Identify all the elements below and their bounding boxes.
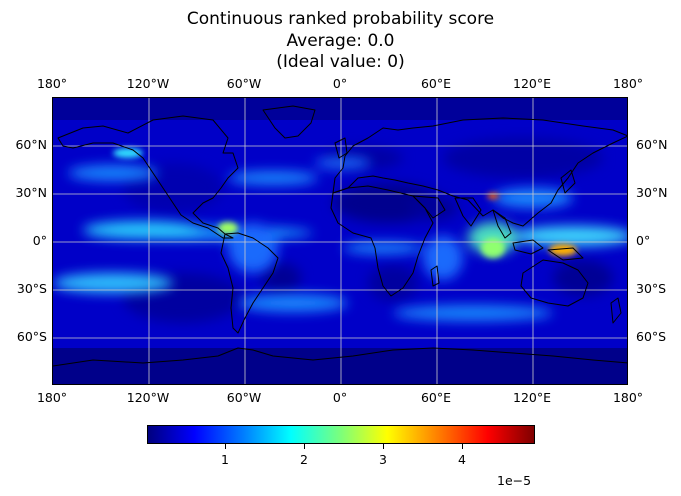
- europe-coast: [332, 117, 627, 227]
- india-coast: [454, 197, 482, 227]
- map-title: Continuous ranked probability score: [186, 9, 495, 29]
- colorbar-tick: [383, 444, 384, 449]
- dry-regions: [123, 138, 613, 323]
- australia-coast: [520, 259, 589, 307]
- greenland-coast: [262, 105, 316, 139]
- lat-label-left: 60°S: [16, 329, 47, 344]
- colorbar-tick: [304, 444, 305, 449]
- lon-label-top: 180°: [612, 76, 644, 91]
- map-subtitle-ideal: (Ideal value: 0): [276, 52, 405, 72]
- lon-label-top: 180°: [36, 76, 68, 91]
- new-zealand-coast: [610, 297, 622, 324]
- africa-coast: [330, 185, 434, 297]
- map-subtitle-average: Average: 0.0: [286, 31, 395, 51]
- southeast-asia-coast: [492, 209, 512, 239]
- lat-label-left: 60°N: [15, 137, 47, 152]
- arabia-coast: [412, 195, 446, 219]
- hotspots: [113, 148, 577, 258]
- colorbar-tick-label: 1: [221, 452, 229, 467]
- colorbar-tick: [462, 444, 463, 449]
- antarctic-low-region: [53, 348, 627, 384]
- new-guinea-coast: [547, 247, 584, 261]
- north-america-coast: [57, 115, 239, 239]
- madagascar-coast: [430, 265, 440, 287]
- lat-label-right: 0°: [636, 233, 651, 248]
- colorbar-tick-label: 4: [458, 452, 466, 467]
- lon-label-top: 120°E: [512, 76, 552, 91]
- south-america-coast: [220, 232, 279, 334]
- lon-label-top: 120°W: [126, 76, 170, 91]
- colorbar-tick-label: 3: [379, 452, 387, 467]
- colorbar-tick: [225, 444, 226, 449]
- maritime-continent-coast: [512, 239, 544, 255]
- lon-label-bottom: 0°: [332, 390, 348, 405]
- antarctica-coast: [53, 347, 627, 367]
- colorbar-exponent-label: 1e−5: [497, 473, 532, 488]
- lon-label-bottom: 60°E: [420, 390, 452, 405]
- lat-label-left: 30°S: [16, 281, 47, 296]
- lat-label-left: 30°N: [15, 185, 47, 200]
- lon-label-bottom: 120°E: [512, 390, 552, 405]
- lat-label-right: 30°S: [636, 281, 667, 296]
- colorbar: [147, 425, 535, 444]
- lon-label-top: 0°: [332, 76, 348, 91]
- crps-map: [52, 97, 628, 385]
- lat-label-left: 0°: [32, 233, 47, 248]
- coastlines: [53, 105, 627, 367]
- lon-label-top: 60°W: [226, 76, 262, 91]
- lon-label-bottom: 180°: [36, 390, 68, 405]
- crps-map-svg: [53, 98, 627, 384]
- lon-label-bottom: 60°W: [226, 390, 262, 405]
- japan-coast: [560, 169, 576, 194]
- lat-label-right: 60°S: [636, 329, 667, 344]
- lat-label-right: 60°N: [636, 137, 668, 152]
- graticule: [53, 98, 627, 384]
- lat-label-right: 30°N: [636, 185, 668, 200]
- colorbar-tick-label: 2: [300, 452, 308, 467]
- lon-label-top: 60°E: [420, 76, 452, 91]
- arctic-low-region: [53, 98, 627, 120]
- lon-label-bottom: 120°W: [126, 390, 170, 405]
- uk-coast: [334, 137, 348, 159]
- lon-label-bottom: 180°: [612, 390, 644, 405]
